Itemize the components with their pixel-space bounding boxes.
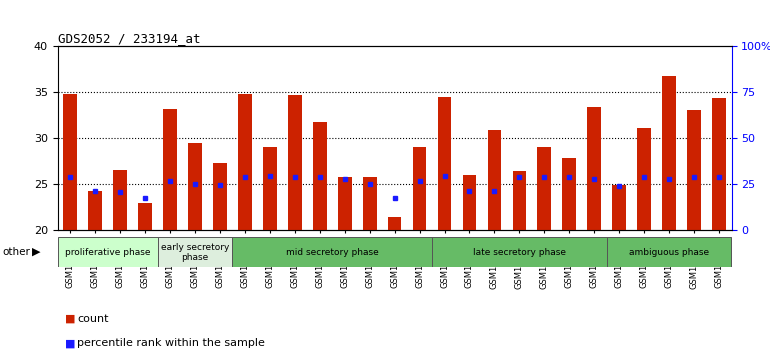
Bar	[188, 143, 202, 230]
Text: late secretory phase: late secretory phase	[473, 248, 566, 257]
Bar	[288, 95, 302, 230]
Text: GDS2052 / 233194_at: GDS2052 / 233194_at	[58, 32, 200, 45]
Bar	[513, 171, 526, 230]
Bar	[338, 177, 352, 230]
Bar	[463, 175, 477, 230]
Bar	[163, 109, 177, 230]
Text: ■: ■	[65, 314, 76, 324]
Bar	[562, 158, 576, 230]
Bar	[687, 110, 701, 230]
Text: count: count	[77, 314, 109, 324]
Bar	[537, 147, 551, 230]
Bar	[58, 237, 158, 267]
Bar	[238, 94, 252, 230]
Bar	[638, 128, 651, 230]
Bar	[113, 170, 127, 230]
Bar	[413, 147, 427, 230]
Bar	[363, 177, 377, 230]
Bar	[158, 237, 233, 267]
Bar	[607, 237, 731, 267]
Text: percentile rank within the sample: percentile rank within the sample	[77, 338, 265, 348]
Text: early secretory
phase: early secretory phase	[161, 242, 229, 262]
Text: ■: ■	[65, 338, 76, 348]
Bar	[388, 217, 401, 230]
Bar	[89, 192, 102, 230]
Bar	[139, 204, 152, 230]
Bar	[612, 185, 626, 230]
Bar	[233, 237, 432, 267]
Bar	[437, 97, 451, 230]
Bar	[313, 122, 326, 230]
Bar	[487, 130, 501, 230]
Bar	[662, 76, 676, 230]
Bar	[588, 107, 601, 230]
Text: proliferative phase: proliferative phase	[65, 248, 150, 257]
Text: mid secretory phase: mid secretory phase	[286, 248, 379, 257]
Text: ▶: ▶	[32, 247, 41, 257]
Bar	[263, 147, 276, 230]
Bar	[63, 94, 77, 230]
Bar	[213, 163, 227, 230]
Bar	[432, 237, 607, 267]
Text: ambiguous phase: ambiguous phase	[629, 248, 709, 257]
Text: other: other	[2, 247, 30, 257]
Bar	[712, 98, 726, 230]
